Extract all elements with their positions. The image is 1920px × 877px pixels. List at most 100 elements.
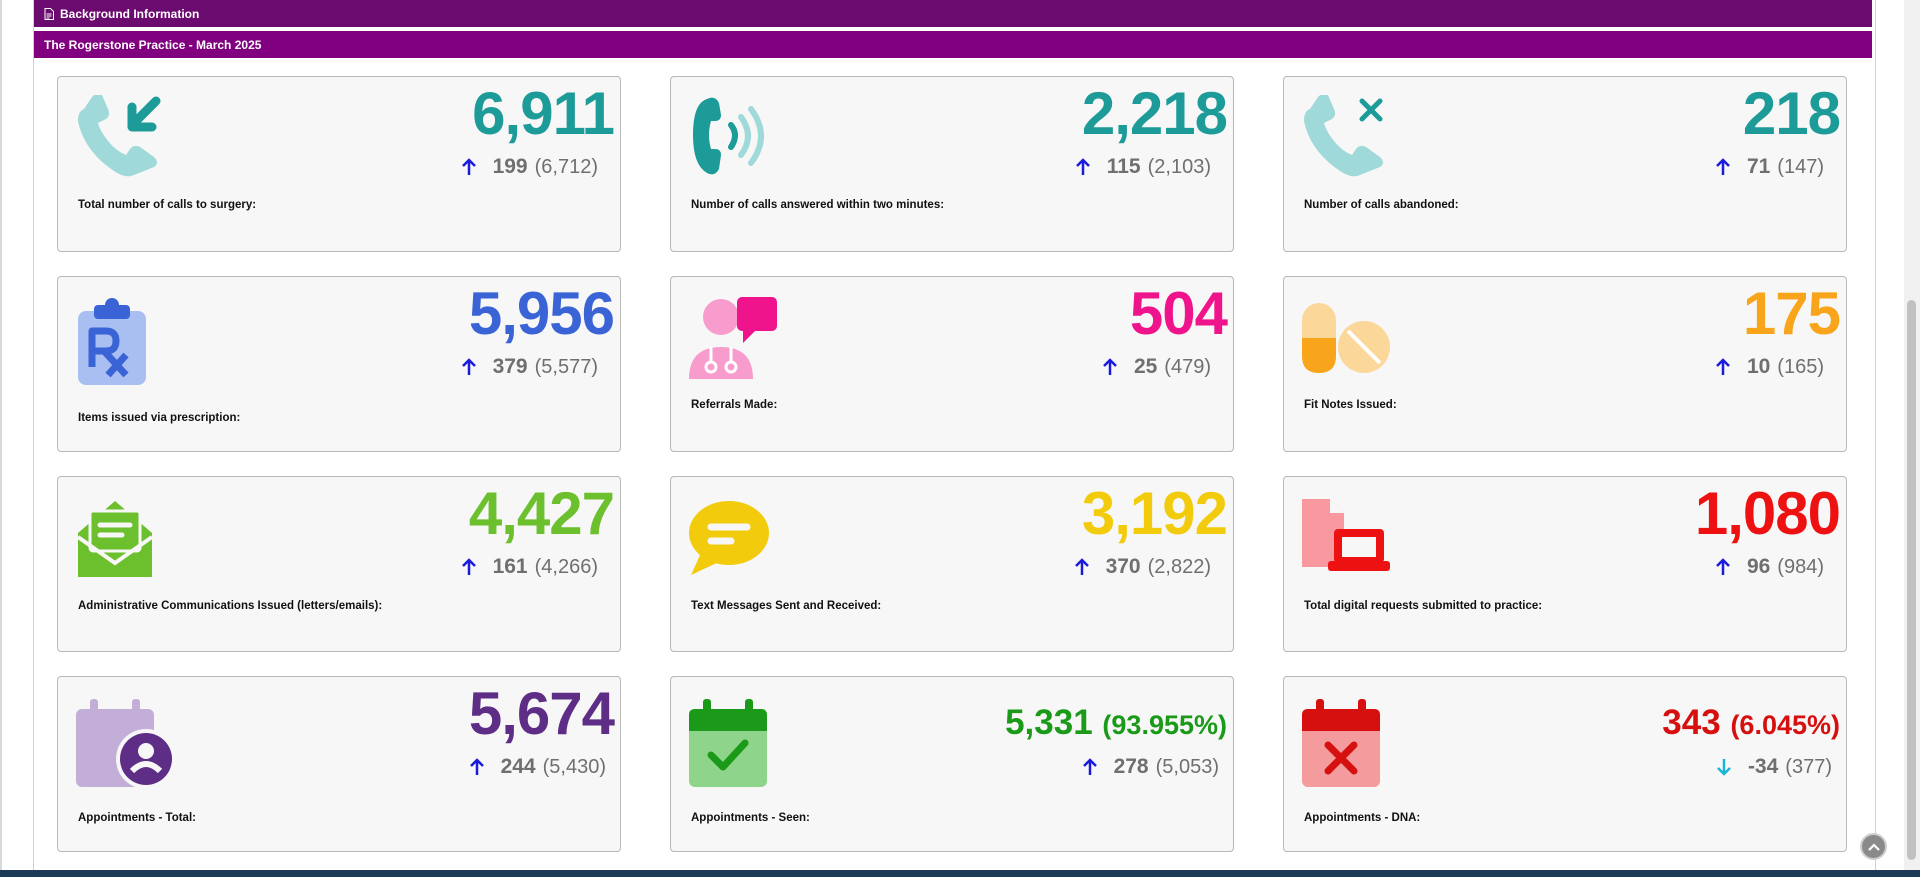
change-value: -34 xyxy=(1747,755,1779,778)
stat-label: Number of calls abandoned: xyxy=(1304,199,1459,211)
stat-card-referrals: 504 25 (479) Referrals Made: xyxy=(670,276,1234,452)
stat-card-appointments-total: 5,674 244 (5,430) Appointments - Total: xyxy=(57,676,621,852)
previous-value: (984) xyxy=(1777,555,1824,578)
stat-label: Number of calls answered within two minu… xyxy=(691,199,945,211)
change-value: 278 xyxy=(1113,755,1149,778)
previous-value: (5,053) xyxy=(1155,755,1219,778)
arrow-up-icon xyxy=(1103,358,1117,375)
stat-card-appointments-seen: 5,331 (93.955%) 278 (5,053) Appointments… xyxy=(670,676,1234,852)
stat-label: Appointments - Seen: xyxy=(691,812,810,824)
arrow-up-icon xyxy=(1716,358,1730,375)
stat-change: -34 (377) xyxy=(1714,755,1832,779)
stat-label: Administrative Communications Issued (le… xyxy=(78,600,383,612)
calendar-check-icon xyxy=(689,699,767,787)
stat-card-text-messages: 3,192 370 (2,822) Text Messages Sent and… xyxy=(670,476,1234,652)
stat-value: 4,427 xyxy=(468,480,615,547)
previous-value: (6,712) xyxy=(534,155,598,178)
stat-value: 218 xyxy=(1742,80,1841,147)
calendar-user-icon xyxy=(76,699,174,789)
stat-change: 115 (2,103) xyxy=(1073,155,1211,179)
arrow-up-icon xyxy=(1716,158,1730,175)
arrow-up-icon xyxy=(1074,558,1089,575)
stat-label: Total number of calls to surgery: xyxy=(78,199,257,211)
section-title: Background Information xyxy=(60,6,200,21)
arrow-up-icon xyxy=(1075,158,1090,175)
change-value: 25 xyxy=(1133,355,1158,378)
arrow-up-icon xyxy=(1082,758,1097,775)
stat-change: 199 (6,712) xyxy=(459,155,598,179)
previous-value: (5,430) xyxy=(542,755,606,778)
window-left-edge xyxy=(0,0,2,877)
stat-value: 5,956 xyxy=(468,280,615,347)
stat-value: 2,218 xyxy=(1081,80,1228,147)
envelope-letter-icon xyxy=(76,501,154,577)
stat-change: 278 (5,053) xyxy=(1080,755,1219,779)
arrow-up-icon xyxy=(1716,558,1730,575)
stat-percent: (93.955%) xyxy=(1102,710,1227,740)
stat-change: 96 (984) xyxy=(1713,555,1824,579)
stat-card-digital-requests: 1,080 96 (984) Total digital requests su… xyxy=(1283,476,1847,652)
scroll-to-top-button[interactable] xyxy=(1860,833,1887,860)
stat-card-calls-answered: 2,218 115 (2,103) Number of calls answer… xyxy=(670,76,1234,252)
arrow-down-icon xyxy=(1717,759,1731,776)
change-value: 199 xyxy=(492,155,528,178)
taskbar-edge xyxy=(0,870,1920,877)
practice-header: The Rogerstone Practice - March 2025 xyxy=(34,31,1872,58)
stat-value: 175 xyxy=(1742,280,1841,347)
arrow-up-icon xyxy=(469,758,484,775)
phone-missed-icon xyxy=(1304,95,1383,177)
previous-value: (2,103) xyxy=(1147,155,1211,178)
stat-value-wrap: 5,331 (93.955%) xyxy=(1005,701,1227,747)
stat-change: 379 (5,577) xyxy=(459,355,598,379)
stat-value: 5,331 xyxy=(1005,703,1093,742)
calendar-cross-icon xyxy=(1302,699,1380,787)
change-value: 379 xyxy=(492,355,528,378)
phone-incoming-icon xyxy=(78,95,161,177)
chevron-up-icon xyxy=(1867,842,1880,851)
stat-value: 1,080 xyxy=(1694,480,1841,547)
stat-label: Items issued via prescription: xyxy=(78,412,241,424)
change-value: 244 xyxy=(500,755,536,778)
content-right-border xyxy=(1875,0,1876,877)
previous-value: (2,822) xyxy=(1147,555,1211,578)
arrow-up-icon xyxy=(461,358,476,375)
document-icon xyxy=(44,7,54,20)
previous-value: (5,577) xyxy=(534,355,598,378)
previous-value: (377) xyxy=(1785,755,1832,778)
stat-card-prescriptions: 5,956 379 (5,577) Items issued via presc… xyxy=(57,276,621,452)
stat-change: 71 (147) xyxy=(1713,155,1824,179)
change-value: 161 xyxy=(492,555,528,578)
arrow-up-icon xyxy=(461,558,476,575)
speech-bubble-icon xyxy=(689,501,769,575)
stat-label: Text Messages Sent and Received: xyxy=(691,600,882,612)
previous-value: (479) xyxy=(1164,355,1211,378)
scrollbar-thumb[interactable] xyxy=(1907,300,1916,860)
stat-label: Referrals Made: xyxy=(691,399,778,411)
stat-card-calls-total: 6,911 199 (6,712) Total number of calls … xyxy=(57,76,621,252)
stat-change: 161 (4,266) xyxy=(459,555,598,579)
stat-change: 370 (2,822) xyxy=(1072,555,1211,579)
previous-value: (165) xyxy=(1777,355,1824,378)
stat-card-calls-abandoned: 218 71 (147) Number of calls abandoned: xyxy=(1283,76,1847,252)
stat-value: 504 xyxy=(1129,280,1228,347)
phone-ringing-icon xyxy=(693,97,764,175)
stat-change: 25 (479) xyxy=(1100,355,1211,379)
stat-label: Fit Notes Issued: xyxy=(1304,399,1397,411)
change-value: 96 xyxy=(1746,555,1771,578)
document-laptop-icon xyxy=(1302,499,1390,571)
change-value: 370 xyxy=(1105,555,1141,578)
stat-value: 3,192 xyxy=(1081,480,1228,547)
stat-label: Total digital requests submitted to prac… xyxy=(1304,600,1543,612)
stat-label: Appointments - DNA: xyxy=(1304,812,1421,824)
arrow-up-icon xyxy=(461,158,476,175)
change-value: 10 xyxy=(1746,355,1771,378)
previous-value: (4,266) xyxy=(534,555,598,578)
change-value: 71 xyxy=(1746,155,1771,178)
stat-label: Appointments - Total: xyxy=(78,812,196,824)
stat-value: 343 xyxy=(1662,703,1721,742)
stat-value-wrap: 343 (6.045%) xyxy=(1662,701,1840,747)
section-header-background-information[interactable]: Background Information xyxy=(34,0,1872,27)
stat-value: 5,674 xyxy=(468,680,615,747)
content-left-border xyxy=(33,0,34,877)
stat-change: 10 (165) xyxy=(1713,355,1824,379)
